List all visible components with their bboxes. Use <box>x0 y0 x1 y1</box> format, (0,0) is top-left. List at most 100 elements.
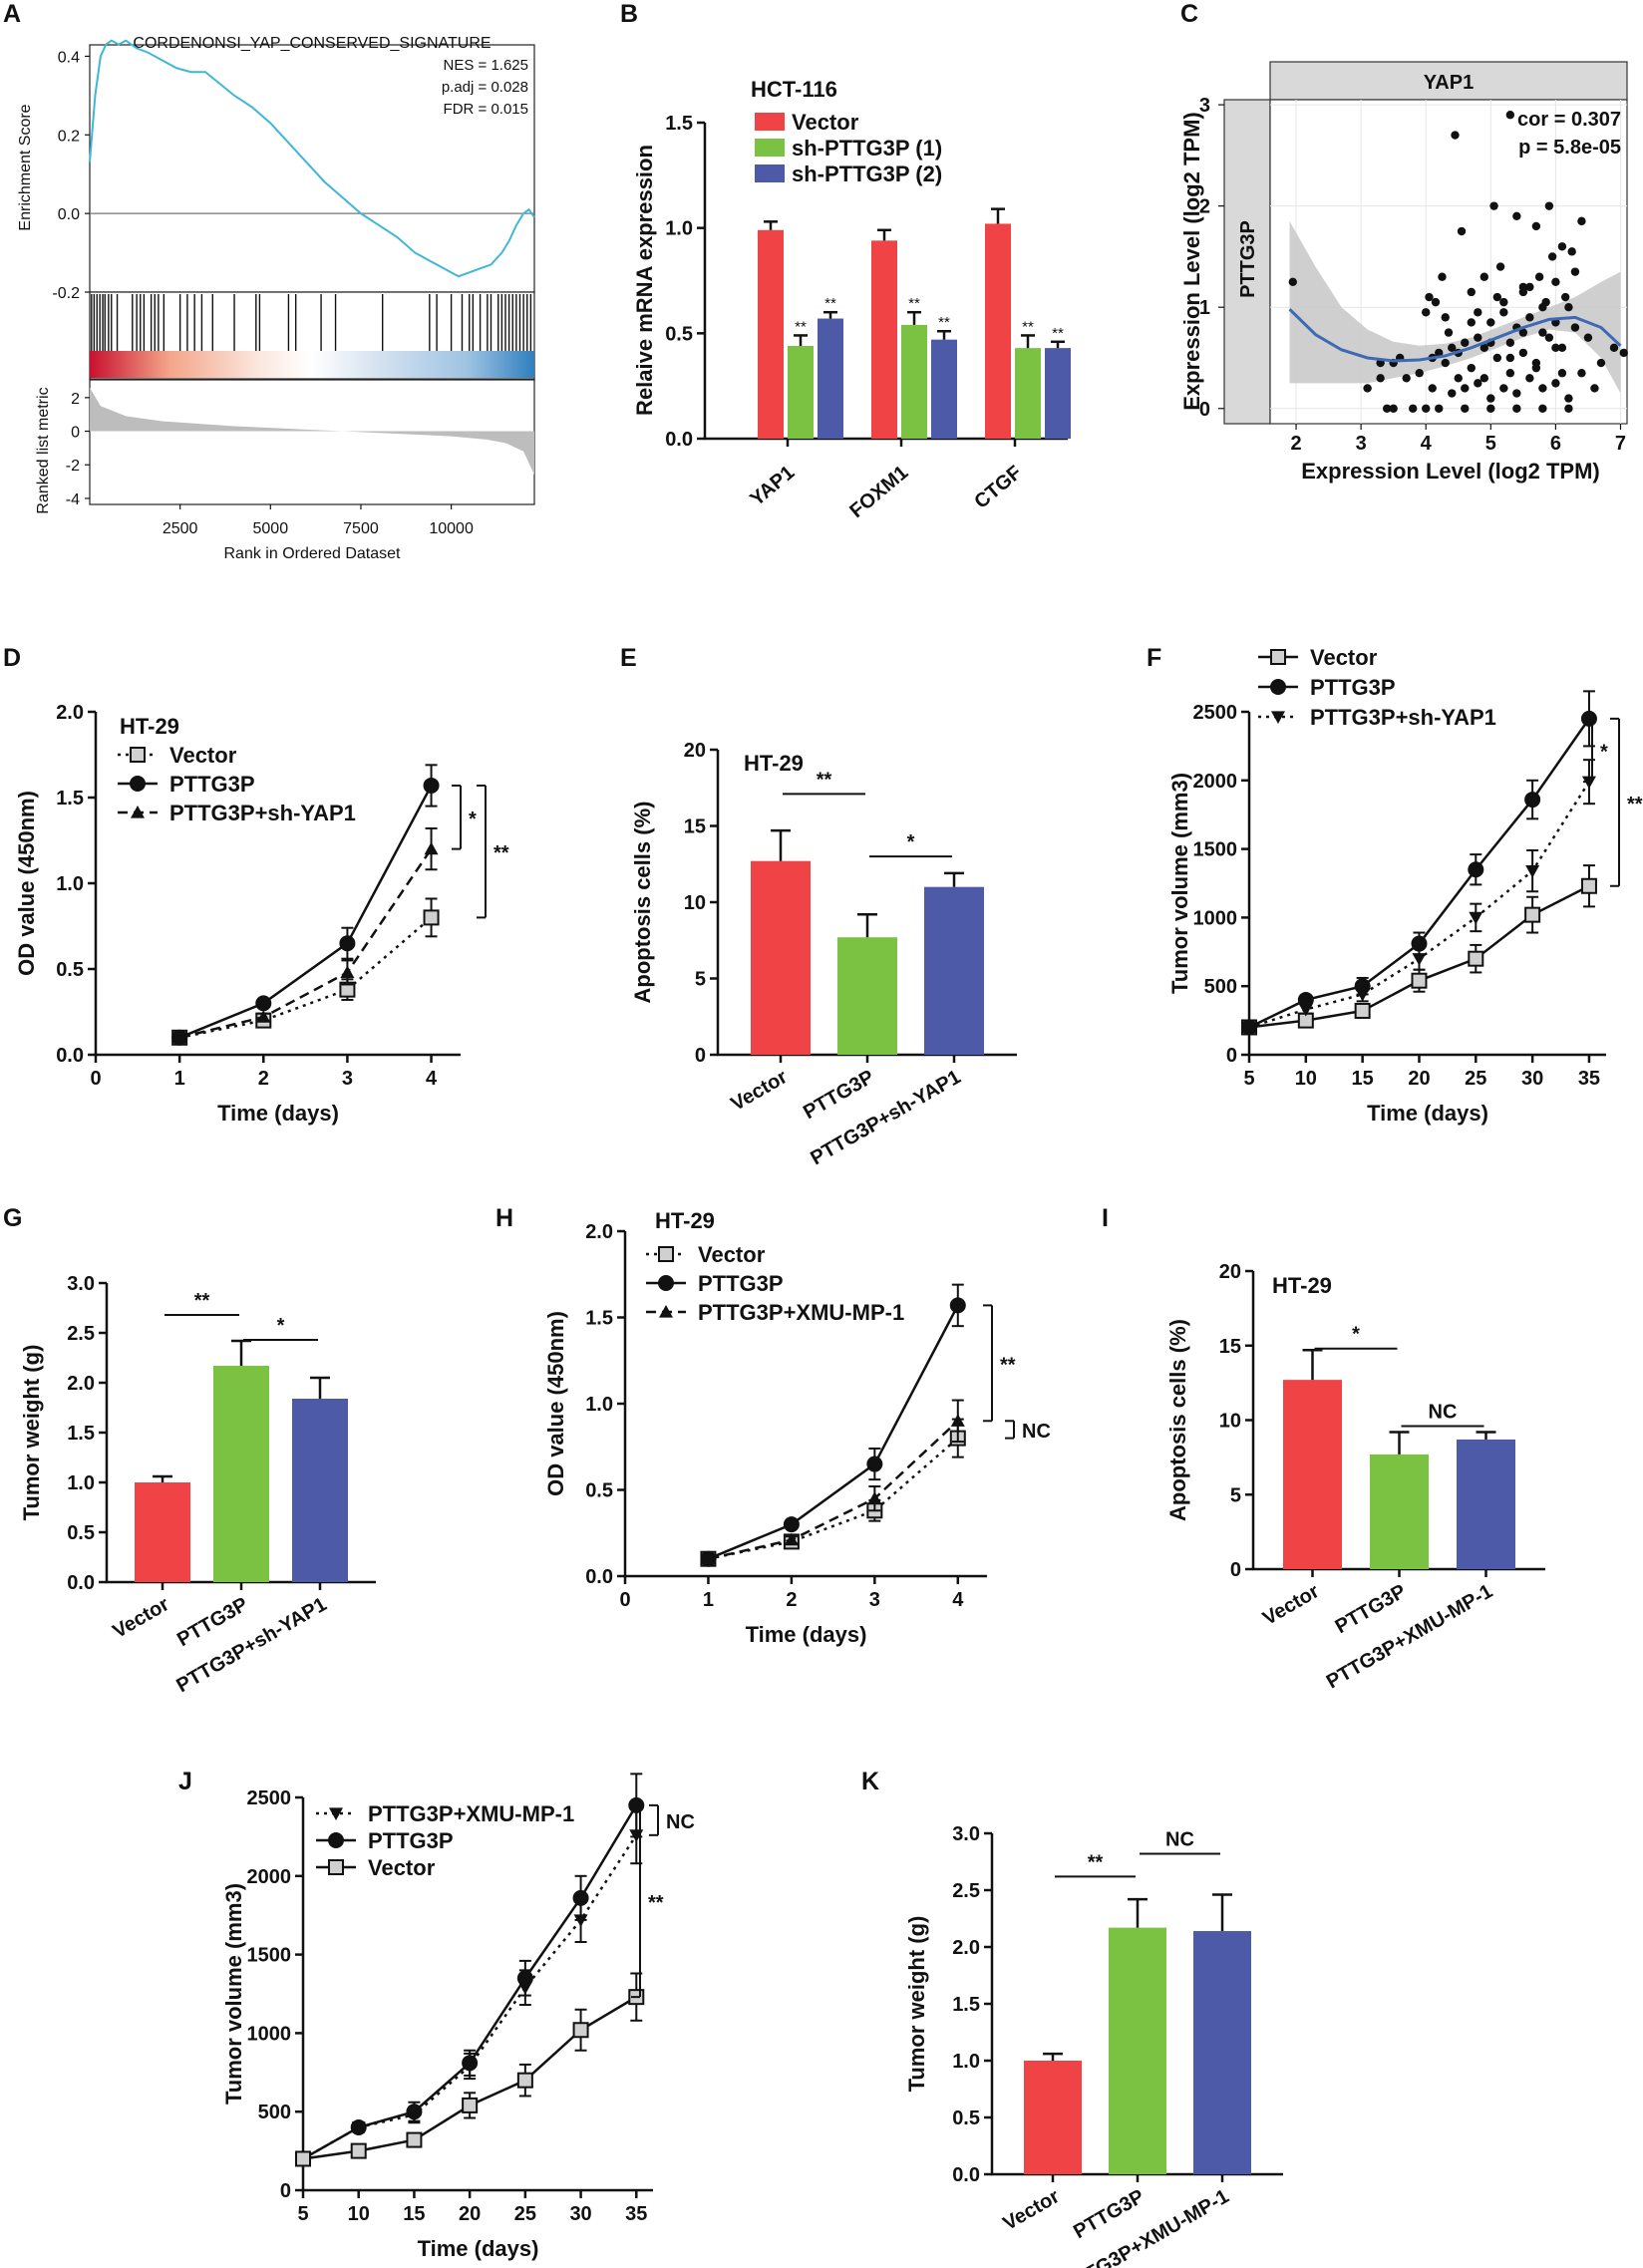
y-tick-label: 0.2 <box>58 128 80 145</box>
data-point <box>950 1414 965 1427</box>
y-tick-label: 1000 <box>1193 907 1238 929</box>
x-tick-label: 1 <box>174 1068 185 1090</box>
legend-label: Vector <box>368 1855 436 1880</box>
data-point <box>1435 404 1444 413</box>
data-point <box>340 965 355 979</box>
significance-bracket: ** <box>983 1304 1016 1423</box>
data-point <box>1415 369 1424 378</box>
x-tick-label: 35 <box>1578 1068 1600 1090</box>
y-tick-label: 5 <box>1230 1484 1241 1506</box>
data-point <box>1570 267 1580 276</box>
data-point <box>1538 328 1547 337</box>
data-point <box>1298 1003 1313 1017</box>
significance-bracket: ** <box>1610 717 1643 887</box>
significance-label: NC <box>1165 1829 1194 1851</box>
category-label: PTTG3P <box>1332 1580 1410 1638</box>
y-tick-label: 1000 <box>247 2023 292 2045</box>
x-tick-label: 4 <box>952 1589 964 1611</box>
y-tick-label: 0.0 <box>585 1566 613 1588</box>
x-tick-label: 4 <box>1421 433 1433 455</box>
data-point <box>1461 338 1470 347</box>
data-point <box>1486 318 1495 327</box>
legend-label: Vector <box>169 743 237 768</box>
panel-label: F <box>1147 644 1161 672</box>
gsea-title: CORDENONSI_YAP_CONSERVED_SIGNATURE <box>133 35 491 52</box>
chart-title: HT-29 <box>744 751 804 776</box>
y-tick-label: 2 <box>1199 196 1210 218</box>
data-point <box>572 2022 589 2039</box>
significance-bracket: NC <box>1005 1420 1051 1443</box>
significance-label: NC <box>1429 1401 1458 1423</box>
x-tick-label: 10 <box>348 2203 370 2225</box>
y-tick-label: 10 <box>684 892 706 914</box>
significance-bracket: * <box>452 784 477 850</box>
bar-Vector <box>985 223 1011 439</box>
data-point <box>256 1010 271 1023</box>
significance-label: ** <box>817 769 832 791</box>
data-point <box>1583 333 1593 342</box>
bar-chart-K: 0.0 0.5 1.0 1.5 2.0 2.5 3.0 Tumor weight (g) Vec… <box>904 1823 1283 2268</box>
data-point <box>1499 384 1508 393</box>
y-tick-label: 2500 <box>247 1787 292 1809</box>
legend-marker <box>328 1832 344 1848</box>
x-tick-label: 0 <box>90 1068 101 1090</box>
category-label: CTGF <box>970 462 1026 513</box>
rank-colorbar <box>90 351 534 378</box>
data-point <box>406 2104 423 2120</box>
x-tick-label: 2 <box>786 1589 797 1611</box>
y-axis-title: Expression Level (log2 TPM) <box>1179 112 1204 411</box>
x-tick-label: 3 <box>869 1589 880 1611</box>
metric-frame <box>89 378 535 505</box>
data-point <box>295 2150 311 2167</box>
series-Vector <box>700 1418 966 1567</box>
row-strip-label: PTTG3P <box>1237 220 1259 298</box>
y-axis-title: OD value (450nm) <box>543 1311 568 1496</box>
x-tick-label: 10 <box>1295 1068 1317 1090</box>
data-point <box>1389 404 1398 413</box>
data-point <box>1551 379 1560 388</box>
data-point <box>1538 303 1547 312</box>
data-point <box>1547 252 1557 261</box>
category-label: PTTG3P+sh-YAP1 <box>807 1066 964 1169</box>
y-tick-label: 2500 <box>1193 702 1238 724</box>
panel-label: A <box>3 0 21 28</box>
series-PTTG3P+sh-YAP1 <box>172 826 439 1044</box>
bar-PTTG3P <box>213 1366 269 1582</box>
legend-marker <box>1270 649 1286 665</box>
bar-Vector <box>758 229 784 439</box>
data-point <box>1524 792 1541 809</box>
data-point <box>1461 384 1470 393</box>
data-point <box>1525 282 1534 292</box>
data-point <box>1538 404 1547 413</box>
bar-Vector <box>1283 1380 1342 1569</box>
data-point <box>1544 333 1554 342</box>
gsea-stat: p.adj = 0.028 <box>442 79 528 96</box>
y-axis-title: Apoptosis cells (%) <box>1165 1319 1190 1521</box>
data-point <box>1495 262 1505 271</box>
data-point <box>866 1456 883 1472</box>
significance-bracket: * <box>1583 717 1608 784</box>
y-tick-label: 0.0 <box>952 2164 980 2186</box>
correlation-stat: cor = 0.307 <box>1517 109 1621 131</box>
significance-label: * <box>907 831 915 853</box>
x-tick-label: 15 <box>1352 1068 1374 1090</box>
legend-label: PTTG3P+sh-YAP1 <box>1310 705 1496 730</box>
line-chart-H: 0.0 0.5 1.0 1.5 2.0 0 1 2 3 4 OD value (450nm) Time… <box>543 1208 1051 1647</box>
significance-label: ** <box>795 318 807 335</box>
series-Vector <box>1241 864 1597 1036</box>
data-point <box>1534 272 1544 281</box>
y-tick-label: 0 <box>71 425 80 442</box>
y-tick-label: 1 <box>1199 297 1210 319</box>
data-point <box>1560 292 1570 302</box>
data-point <box>339 935 356 952</box>
panel-label: I <box>1102 1204 1109 1232</box>
data-point <box>1479 272 1489 281</box>
x-tick-label: 7 <box>1615 433 1626 455</box>
data-point <box>1492 292 1502 302</box>
y-tick-label: 0 <box>1226 1045 1237 1067</box>
x-axis-title: Time (days) <box>217 1101 339 1126</box>
data-point <box>1411 972 1428 989</box>
legend-label: sh-PTTG3P (2) <box>792 162 942 186</box>
data-point <box>1590 384 1599 393</box>
